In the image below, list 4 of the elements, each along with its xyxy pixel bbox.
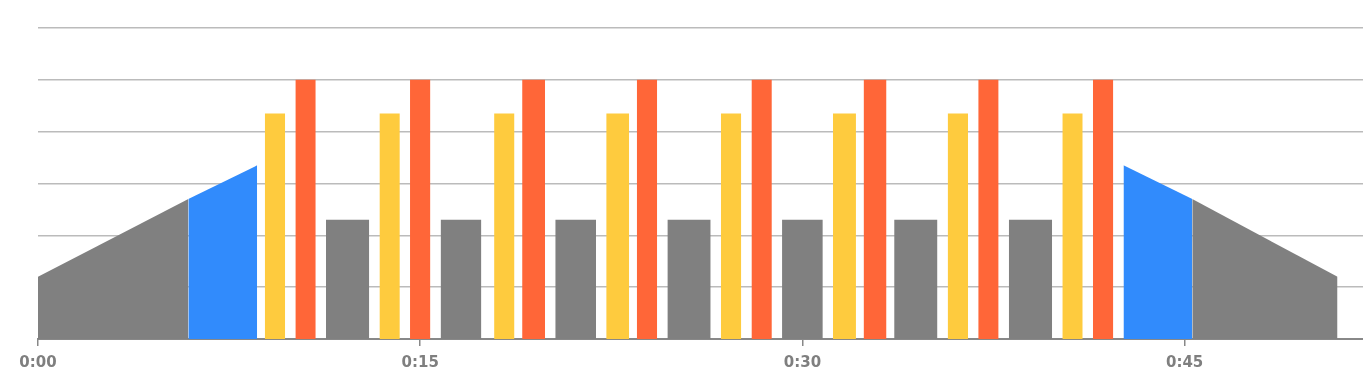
- x-tick-label: 0:45: [1165, 352, 1204, 371]
- x-tick-label: 0:30: [783, 352, 822, 371]
- x-tick-label: 0:15: [401, 352, 439, 371]
- x-tick-label: 0:00: [19, 352, 57, 371]
